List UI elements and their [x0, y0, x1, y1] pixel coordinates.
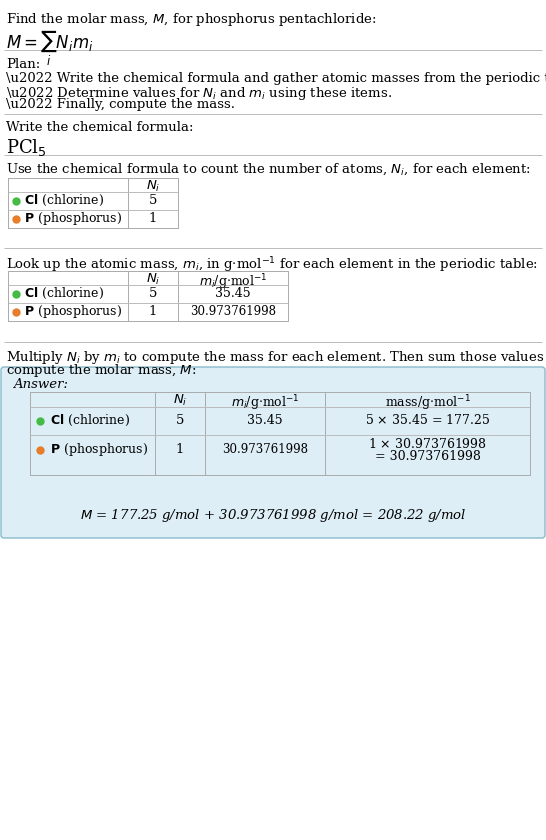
Text: $\mathbf{Cl}$ (chlorine): $\mathbf{Cl}$ (chlorine) — [24, 286, 104, 301]
Text: Use the chemical formula to count the number of atoms, $N_i$, for each element:: Use the chemical formula to count the nu… — [6, 162, 531, 177]
Text: Plan:: Plan: — [6, 58, 40, 71]
Text: Answer:: Answer: — [13, 378, 68, 391]
Text: 35.45: 35.45 — [247, 414, 283, 427]
Text: 1: 1 — [176, 443, 184, 456]
Text: 1: 1 — [149, 305, 157, 318]
Text: \u2022 Determine values for $N_i$ and $m_i$ using these items.: \u2022 Determine values for $N_i$ and $m… — [6, 85, 392, 102]
Text: 30.973761998: 30.973761998 — [190, 305, 276, 318]
Text: $\mathbf{P}$ (phosphorus): $\mathbf{P}$ (phosphorus) — [24, 210, 122, 227]
Text: PCl$_5$: PCl$_5$ — [6, 137, 47, 158]
Text: 35.45: 35.45 — [215, 287, 251, 300]
Text: \u2022 Write the chemical formula and gather atomic masses from the periodic tab: \u2022 Write the chemical formula and ga… — [6, 72, 546, 85]
Text: $N_i$: $N_i$ — [173, 393, 187, 408]
Text: Look up the atomic mass, $m_i$, in g$\cdot$mol$^{-1}$ for each element in the pe: Look up the atomic mass, $m_i$, in g$\cd… — [6, 255, 538, 275]
Text: 5 $\times$ 35.45 = 177.25: 5 $\times$ 35.45 = 177.25 — [365, 413, 490, 428]
Text: 1 $\times$ 30.973761998: 1 $\times$ 30.973761998 — [368, 437, 487, 451]
Text: $N_i$: $N_i$ — [146, 179, 160, 194]
Text: $\mathbf{P}$ (phosphorus): $\mathbf{P}$ (phosphorus) — [50, 441, 148, 458]
Text: Multiply $N_i$ by $m_i$ to compute the mass for each element. Then sum those val: Multiply $N_i$ by $m_i$ to compute the m… — [6, 349, 546, 366]
Text: $m_i$/g$\cdot$mol$^{-1}$: $m_i$/g$\cdot$mol$^{-1}$ — [199, 272, 268, 291]
Text: $m_i$/g$\cdot$mol$^{-1}$: $m_i$/g$\cdot$mol$^{-1}$ — [230, 393, 299, 412]
Text: $\mathbf{Cl}$ (chlorine): $\mathbf{Cl}$ (chlorine) — [24, 193, 104, 208]
Text: \u2022 Finally, compute the mass.: \u2022 Finally, compute the mass. — [6, 98, 235, 111]
Text: Find the molar mass, $M$, for phosphorus pentachloride:: Find the molar mass, $M$, for phosphorus… — [6, 11, 377, 28]
Text: compute the molar mass, $M$:: compute the molar mass, $M$: — [6, 362, 197, 379]
FancyBboxPatch shape — [1, 367, 545, 538]
Text: 5: 5 — [149, 287, 157, 300]
Text: 5: 5 — [149, 194, 157, 207]
Text: $M = \sum_i N_i m_i$: $M = \sum_i N_i m_i$ — [6, 28, 93, 68]
Text: 30.973761998: 30.973761998 — [222, 443, 308, 456]
Text: $M$ = 177.25 g/mol + 30.973761998 g/mol = 208.22 g/mol: $M$ = 177.25 g/mol + 30.973761998 g/mol … — [80, 507, 466, 523]
Text: $N_i$: $N_i$ — [146, 272, 160, 287]
Text: $\mathbf{Cl}$ (chlorine): $\mathbf{Cl}$ (chlorine) — [50, 413, 130, 428]
Text: = 30.973761998: = 30.973761998 — [375, 450, 480, 464]
Text: $\mathbf{P}$ (phosphorus): $\mathbf{P}$ (phosphorus) — [24, 303, 122, 320]
Text: Write the chemical formula:: Write the chemical formula: — [6, 121, 193, 134]
Text: mass/g$\cdot$mol$^{-1}$: mass/g$\cdot$mol$^{-1}$ — [384, 393, 471, 412]
Text: 1: 1 — [149, 212, 157, 225]
Text: 5: 5 — [176, 414, 184, 427]
